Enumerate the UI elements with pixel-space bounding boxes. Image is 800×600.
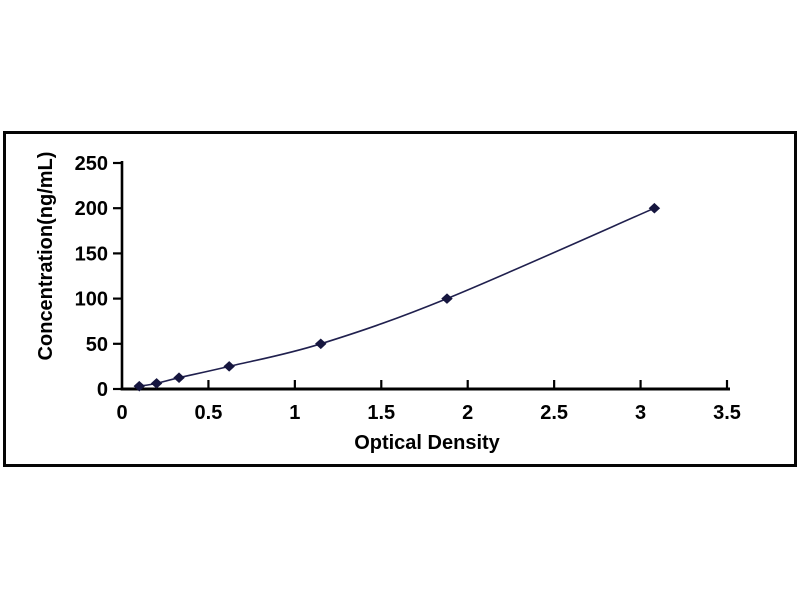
y-tick-label: 200 bbox=[75, 198, 108, 220]
data-point-marker bbox=[223, 361, 235, 372]
x-tick-label: 2.5 bbox=[540, 402, 568, 424]
y-tick-label: 250 bbox=[75, 153, 108, 175]
standard-curve-line bbox=[139, 207, 655, 387]
y-tick-label: 50 bbox=[86, 334, 108, 356]
x-tick-label: 3.5 bbox=[713, 402, 741, 424]
x-tick-label: 0 bbox=[116, 402, 127, 424]
data-point-marker bbox=[648, 202, 661, 214]
data-point-marker bbox=[315, 338, 327, 350]
x-tick-label: 0.5 bbox=[195, 402, 223, 424]
data-point-marker bbox=[150, 378, 163, 389]
data-point-marker bbox=[173, 372, 185, 383]
y-tick-label: 150 bbox=[75, 243, 108, 265]
x-tick-label: 2 bbox=[462, 402, 473, 424]
data-point-marker bbox=[133, 380, 146, 392]
y-axis-title: Concentration(ng/mL) bbox=[35, 151, 57, 361]
y-tick-label: 100 bbox=[75, 289, 108, 311]
chart-frame bbox=[3, 131, 797, 467]
y-tick-label: 0 bbox=[97, 379, 108, 401]
x-tick-label: 1.5 bbox=[367, 402, 395, 424]
x-tick-label: 1 bbox=[289, 402, 300, 424]
x-tick-label: 3 bbox=[635, 402, 646, 424]
x-axis-title: Optical Density bbox=[354, 432, 500, 454]
data-point-marker bbox=[441, 293, 453, 304]
